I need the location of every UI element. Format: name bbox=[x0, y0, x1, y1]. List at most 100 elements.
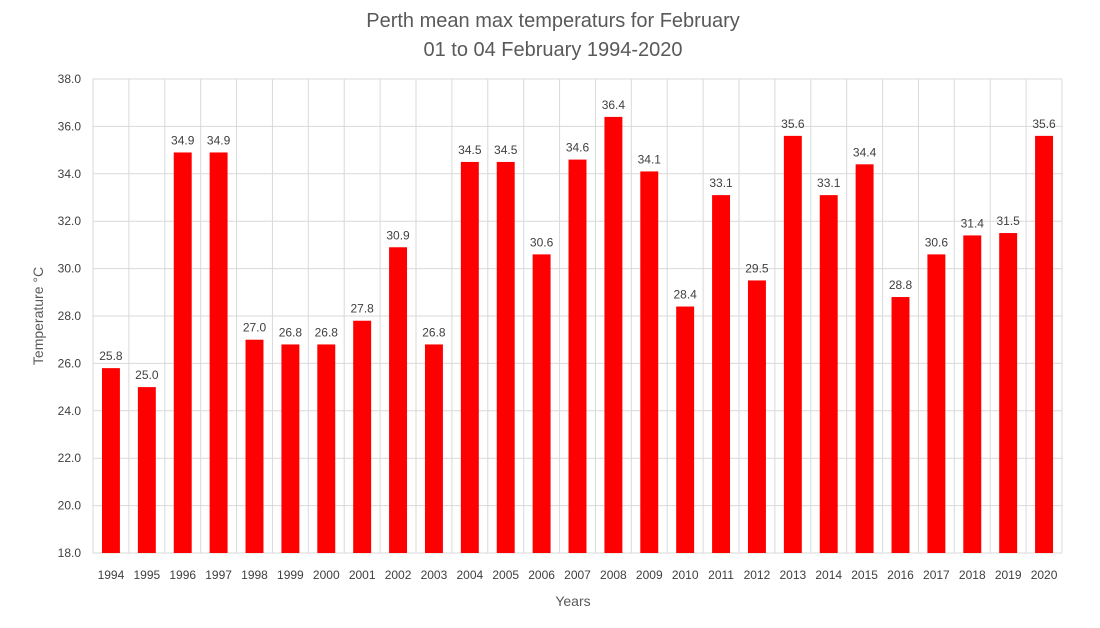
bar-value-label: 26.8 bbox=[422, 325, 446, 339]
y-tick-label: 34.0 bbox=[58, 167, 82, 181]
bar bbox=[604, 116, 623, 554]
bar bbox=[819, 195, 838, 553]
x-tick-label: 2012 bbox=[744, 568, 771, 582]
bar-value-label: 34.6 bbox=[566, 141, 590, 155]
bar bbox=[532, 254, 551, 553]
bar bbox=[891, 297, 910, 553]
x-tick-label: 1999 bbox=[277, 568, 304, 582]
gridlines bbox=[92, 78, 1063, 554]
bar-value-label: 34.5 bbox=[458, 143, 482, 157]
y-tick-label: 38.0 bbox=[58, 72, 82, 86]
bar-value-label: 26.8 bbox=[279, 325, 303, 339]
bar bbox=[927, 254, 946, 553]
x-tick-label: 1996 bbox=[169, 568, 196, 582]
bar bbox=[676, 306, 695, 553]
bar bbox=[783, 135, 802, 553]
x-tick-label: 2010 bbox=[672, 568, 699, 582]
bar bbox=[640, 171, 659, 553]
x-tick-label: 2011 bbox=[708, 568, 734, 582]
x-axis-ticks: 1994 1995 1996 1997 1998 1999 2000 2001 2002 2003… bbox=[98, 568, 1058, 582]
bar bbox=[712, 195, 731, 553]
bar-value-label: 35.6 bbox=[1032, 117, 1056, 131]
bar bbox=[173, 152, 192, 553]
bars bbox=[101, 116, 1054, 554]
x-tick-label: 2004 bbox=[456, 568, 483, 582]
bar-value-label: 34.1 bbox=[638, 152, 662, 166]
x-tick-label: 2015 bbox=[851, 568, 878, 582]
bar bbox=[137, 387, 156, 553]
x-tick-label: 2020 bbox=[1031, 568, 1058, 582]
bar-value-label: 28.4 bbox=[673, 288, 697, 302]
bar bbox=[855, 164, 874, 553]
bar-value-label: 33.1 bbox=[817, 176, 841, 190]
x-tick-label: 1994 bbox=[98, 568, 125, 582]
bar-value-label: 35.6 bbox=[781, 117, 805, 131]
x-tick-label: 2000 bbox=[313, 568, 340, 582]
bar bbox=[245, 339, 264, 553]
y-tick-label: 22.0 bbox=[58, 451, 82, 465]
y-tick-label: 28.0 bbox=[58, 309, 82, 323]
x-tick-label: 2018 bbox=[959, 568, 986, 582]
bar-value-label: 34.9 bbox=[207, 133, 231, 147]
chart-title: Perth mean max temperaturs for February bbox=[366, 10, 739, 32]
y-tick-label: 30.0 bbox=[58, 262, 82, 276]
y-tick-label: 24.0 bbox=[58, 404, 82, 418]
x-tick-label: 2019 bbox=[995, 568, 1022, 582]
bar-value-label: 29.5 bbox=[745, 261, 769, 275]
x-axis-label: Years bbox=[555, 593, 590, 609]
bar-value-label: 36.4 bbox=[602, 98, 626, 112]
x-tick-label: 2013 bbox=[779, 568, 806, 582]
x-tick-label: 1998 bbox=[241, 568, 268, 582]
x-tick-label: 2003 bbox=[421, 568, 448, 582]
bar bbox=[963, 235, 982, 554]
bar-value-label: 30.6 bbox=[925, 235, 949, 249]
x-tick-label: 2001 bbox=[349, 568, 376, 582]
chart-subtitle: 01 to 04 February 1994-2020 bbox=[423, 39, 682, 61]
bar bbox=[496, 161, 515, 553]
y-axis-label: Temperature °C bbox=[30, 267, 46, 365]
x-tick-label: 2017 bbox=[923, 568, 950, 582]
bar bbox=[101, 368, 120, 553]
y-tick-label: 36.0 bbox=[58, 119, 82, 133]
bar bbox=[281, 344, 300, 553]
bar-value-label: 27.8 bbox=[350, 302, 374, 316]
bar-value-label: 26.8 bbox=[315, 325, 339, 339]
bar bbox=[353, 320, 372, 553]
bar-value-label: 28.8 bbox=[889, 278, 913, 292]
x-tick-label: 1997 bbox=[205, 568, 232, 582]
y-axis-ticks: 18.0 20.0 22.0 24.0 26.0 28.0 30.0 32.0 34.0 36.0… bbox=[58, 72, 82, 560]
x-tick-label: 1995 bbox=[133, 568, 160, 582]
x-tick-label: 2016 bbox=[887, 568, 914, 582]
bar bbox=[424, 344, 443, 553]
y-tick-label: 18.0 bbox=[58, 546, 82, 560]
bar-value-label: 33.1 bbox=[709, 176, 733, 190]
bar bbox=[389, 247, 408, 553]
x-tick-label: 2006 bbox=[528, 568, 555, 582]
x-tick-label: 2007 bbox=[564, 568, 591, 582]
bar-value-label: 34.5 bbox=[494, 143, 518, 157]
bar bbox=[999, 233, 1018, 554]
bar bbox=[317, 344, 336, 553]
data-labels: 25.8 25.0 34.9 34.9 27.0 26.8 26.8 27.8 30.9 26.8… bbox=[99, 98, 1056, 382]
y-tick-label: 32.0 bbox=[58, 214, 82, 228]
bar-value-label: 25.0 bbox=[135, 368, 159, 382]
bar-value-label: 30.6 bbox=[530, 235, 554, 249]
bar-value-label: 34.4 bbox=[853, 145, 877, 159]
bar bbox=[209, 152, 228, 553]
bar-value-label: 25.8 bbox=[99, 349, 123, 363]
y-tick-label: 20.0 bbox=[58, 499, 82, 513]
bar-value-label: 30.9 bbox=[386, 228, 410, 242]
x-tick-label: 2014 bbox=[815, 568, 842, 582]
bar bbox=[747, 280, 766, 553]
y-tick-label: 26.0 bbox=[58, 356, 82, 370]
x-tick-label: 2009 bbox=[636, 568, 663, 582]
bar-value-label: 27.0 bbox=[243, 321, 267, 335]
x-tick-label: 2005 bbox=[492, 568, 519, 582]
bar-value-label: 31.5 bbox=[996, 214, 1020, 228]
x-tick-label: 2008 bbox=[600, 568, 627, 582]
bar-value-label: 34.9 bbox=[171, 133, 195, 147]
bar bbox=[1035, 135, 1054, 553]
bar bbox=[460, 161, 479, 553]
